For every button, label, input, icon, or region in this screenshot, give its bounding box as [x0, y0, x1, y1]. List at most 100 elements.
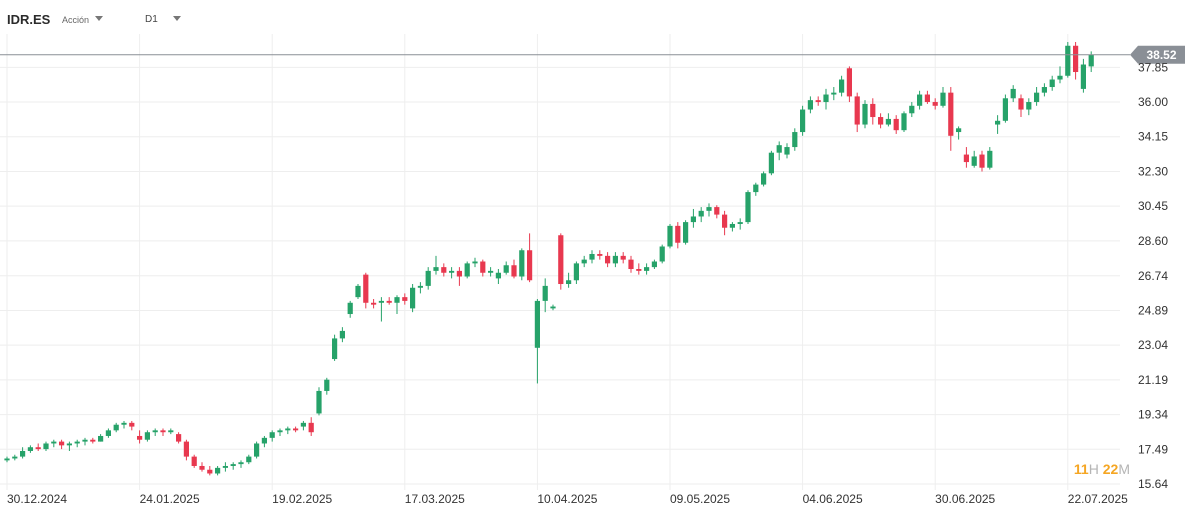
candle-body: [464, 263, 470, 277]
candle-up: [581, 255, 587, 268]
candle-body: [402, 297, 408, 301]
candle-body: [792, 132, 798, 148]
candle-down: [480, 259, 486, 277]
candle-body: [168, 430, 174, 433]
countdown-minutes-unit: M: [1118, 461, 1130, 477]
candle-body: [612, 255, 618, 264]
candle-body: [254, 443, 260, 457]
candle-body: [940, 92, 946, 106]
candle-body: [441, 267, 447, 273]
candle-up: [550, 304, 556, 311]
candle-down: [878, 113, 884, 129]
candle-down: [558, 233, 564, 290]
candle-down: [620, 252, 626, 264]
candle-up: [901, 111, 907, 133]
candle-up: [261, 435, 267, 448]
candle-body: [35, 447, 41, 450]
candle-body: [558, 235, 564, 285]
candle-up: [566, 272, 572, 288]
candle-body: [12, 456, 18, 459]
y-tick-label: 34.15: [1138, 130, 1168, 144]
candle-down: [893, 115, 899, 134]
caret-down-icon[interactable]: [95, 16, 103, 21]
candle-up: [472, 257, 478, 268]
timeframe-selector[interactable]: D1: [145, 14, 158, 25]
candle-up: [1041, 83, 1047, 97]
candle-up: [378, 297, 384, 322]
candle-down: [597, 250, 603, 260]
candle-body: [152, 430, 158, 433]
candle-up: [659, 244, 665, 264]
candle-up: [589, 250, 595, 264]
candle-body: [324, 379, 330, 391]
candle-body: [909, 105, 915, 114]
candle-body: [1041, 87, 1047, 93]
candle-down: [1073, 42, 1079, 80]
candle-down: [293, 426, 299, 433]
candle-body: [480, 261, 486, 273]
candle-down: [183, 439, 189, 461]
candle-body: [207, 469, 213, 474]
candle-up: [768, 150, 774, 176]
candle-up: [644, 263, 650, 275]
candle-body: [1088, 54, 1094, 67]
candle-up: [4, 456, 10, 463]
candle-down: [137, 430, 143, 444]
caret-down-icon[interactable]: [173, 16, 181, 21]
candle-up: [316, 387, 322, 416]
candle-up: [1002, 94, 1008, 123]
candle-body: [339, 330, 345, 339]
candle-body: [878, 117, 884, 125]
candle-body: [722, 214, 728, 228]
candle-down: [511, 259, 517, 279]
candle-body: [472, 261, 478, 264]
candle-body: [20, 450, 26, 457]
candle-up: [761, 171, 767, 187]
candle-body: [410, 287, 416, 309]
candle-up: [285, 426, 291, 435]
candle-up: [823, 88, 829, 110]
candle-up: [534, 299, 540, 384]
candle-up: [956, 126, 962, 140]
candle-body: [90, 439, 96, 442]
candle-up: [995, 115, 1001, 134]
candle-body: [534, 300, 540, 348]
candle-body: [176, 434, 182, 442]
candle-body: [573, 263, 579, 281]
candle-down: [948, 87, 954, 151]
x-tick-label: 17.03.2025: [405, 492, 465, 506]
symbol-selector[interactable]: IDR.ES: [7, 12, 51, 27]
candle-up: [683, 220, 689, 245]
candle-body: [1010, 88, 1016, 99]
candle-body: [784, 147, 790, 155]
candle-up: [488, 267, 494, 277]
candle-up: [246, 454, 252, 465]
y-tick-label: 26.74: [1138, 269, 1168, 283]
candle-body: [74, 441, 80, 444]
candle-down: [628, 255, 634, 273]
x-tick-label: 30.12.2024: [7, 492, 67, 506]
candle-body: [846, 68, 852, 97]
candle-body: [66, 443, 72, 446]
candle-up: [667, 223, 673, 249]
candle-body: [963, 154, 969, 163]
candle-down: [675, 222, 681, 249]
candle-up: [410, 284, 416, 313]
candle-down: [456, 267, 462, 286]
candle-down: [1018, 94, 1024, 118]
candle-body: [1034, 92, 1040, 103]
candle-up: [784, 143, 790, 159]
y-tick-label: 21.19: [1138, 373, 1168, 387]
candle-up: [917, 90, 923, 110]
candle-body: [199, 465, 205, 470]
candle-up: [347, 300, 353, 318]
candle-body: [605, 255, 611, 264]
candle-body: [667, 225, 673, 247]
candle-body: [815, 100, 821, 103]
candle-body: [417, 285, 423, 288]
candle-body: [160, 430, 166, 433]
candle-body: [261, 437, 267, 444]
candle-body: [113, 424, 119, 431]
candle-body: [363, 274, 369, 303]
